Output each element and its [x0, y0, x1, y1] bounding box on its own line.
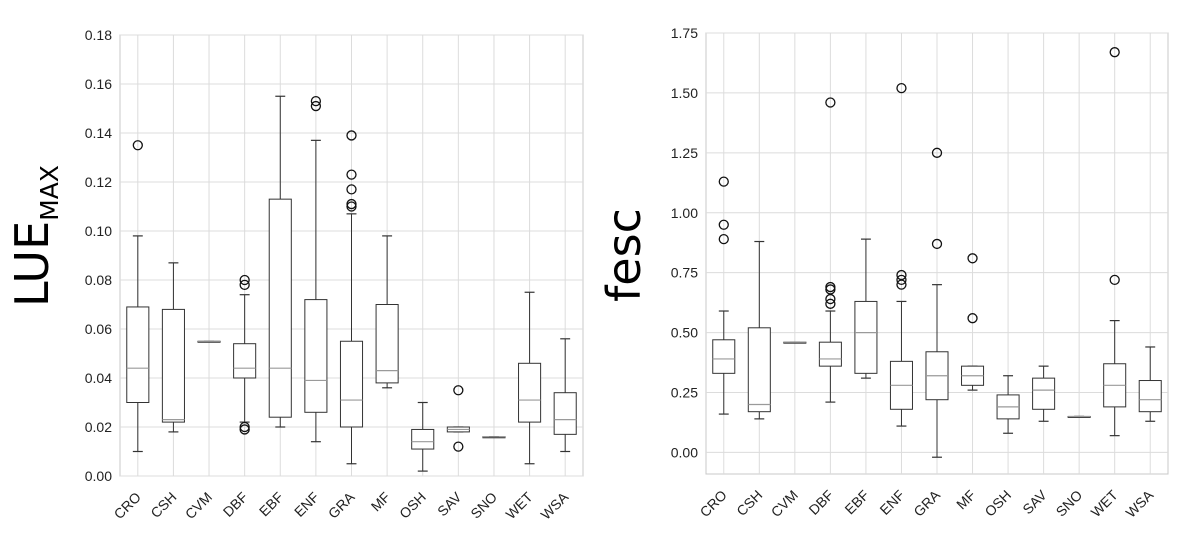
y-tick-label: 0.50	[671, 325, 698, 341]
y-tick-label: 0.00	[671, 444, 698, 460]
iqr-box	[1139, 381, 1161, 412]
iqr-box	[748, 328, 770, 412]
y-tick-label: 1.25	[671, 145, 698, 161]
box-sno	[1068, 416, 1090, 417]
lue-max-boxplot: 0.00 0.02 0.04 0.06 0.08 0.10 0.12 0.14 0.16 0.18…	[5, 27, 583, 523]
x-tick-label: SNO	[1053, 487, 1086, 520]
x-tick-label: GRA	[910, 486, 943, 519]
x-tick-label: SNO	[467, 489, 500, 522]
iqr-box	[1033, 378, 1055, 409]
x-tick-label: OSH	[396, 489, 429, 522]
iqr-box	[554, 393, 576, 435]
y-axis-label-subscript: MAX	[35, 165, 64, 221]
y-tick-label: 0.18	[85, 27, 112, 43]
x-tick-label: MF	[368, 489, 394, 515]
x-tick-label: OSH	[981, 487, 1014, 520]
y-axis-label: fesc	[597, 208, 651, 302]
y-tick-label: 0.04	[85, 370, 112, 386]
x-tick-label: CRO	[697, 487, 730, 520]
x-tick-label: EBF	[256, 489, 287, 520]
x-tick-label: CSH	[733, 487, 765, 519]
y-axis-label: LUEMAX	[5, 165, 64, 307]
iqr-box	[340, 341, 362, 427]
y-tick-label: 0.00	[85, 468, 112, 484]
x-tick-label: SAV	[434, 488, 465, 519]
iqr-box	[305, 300, 327, 413]
y-axis-label-main: LUE	[5, 221, 59, 307]
y-tick-label: 0.06	[85, 321, 112, 337]
x-tick-label: ENF	[291, 489, 322, 520]
y-tick-label: 0.25	[671, 385, 698, 401]
x-tick-label: EBF	[841, 487, 872, 518]
x-tick-label: GRA	[325, 488, 358, 521]
y-tick-label: 1.00	[671, 205, 698, 221]
x-tick-label: WSA	[537, 488, 571, 522]
x-tick-label: DBF	[805, 487, 836, 518]
iqr-box	[127, 307, 149, 403]
y-axis-label-main: fesc	[597, 208, 651, 302]
x-tick-label: DBF	[220, 489, 251, 520]
iqr-box	[234, 344, 256, 378]
iqr-box	[713, 340, 735, 374]
x-tick-label: MF	[953, 487, 979, 513]
x-tick-label: WET	[1088, 486, 1122, 520]
x-tick-label: CVM	[768, 487, 801, 520]
x-tick-label: CVM	[182, 489, 215, 522]
y-tick-label: 0.16	[85, 76, 112, 92]
box-cvm	[198, 341, 220, 342]
x-tick-label: WET	[502, 488, 536, 522]
box-cvm	[784, 342, 806, 343]
x-tick-label: ENF	[876, 487, 907, 518]
fesc-boxplot: 0.00 0.25 0.50 0.75 1.00 1.25 1.50 1.75 CRO CSH CV…	[597, 25, 1168, 521]
iqr-box	[519, 363, 541, 422]
iqr-box	[412, 429, 434, 449]
x-tick-label: CRO	[111, 489, 144, 522]
x-tick-label: SAV	[1019, 486, 1050, 517]
y-tick-label: 0.12	[85, 174, 112, 190]
x-tick-label: CSH	[147, 489, 179, 521]
y-tick-label: 0.08	[85, 272, 112, 288]
y-tick-label: 1.75	[671, 25, 698, 41]
y-tick-label: 0.75	[671, 265, 698, 281]
y-tick-label: 0.14	[85, 125, 112, 141]
x-tick-label: WSA	[1122, 486, 1156, 520]
y-tick-label: 0.02	[85, 419, 112, 435]
y-tick-label: 1.50	[671, 85, 698, 101]
y-tick-label: 0.10	[85, 223, 112, 239]
box-sno	[483, 437, 505, 438]
iqr-box	[269, 199, 291, 417]
iqr-box	[855, 301, 877, 373]
iqr-box	[819, 342, 841, 366]
iqr-box	[162, 309, 184, 422]
